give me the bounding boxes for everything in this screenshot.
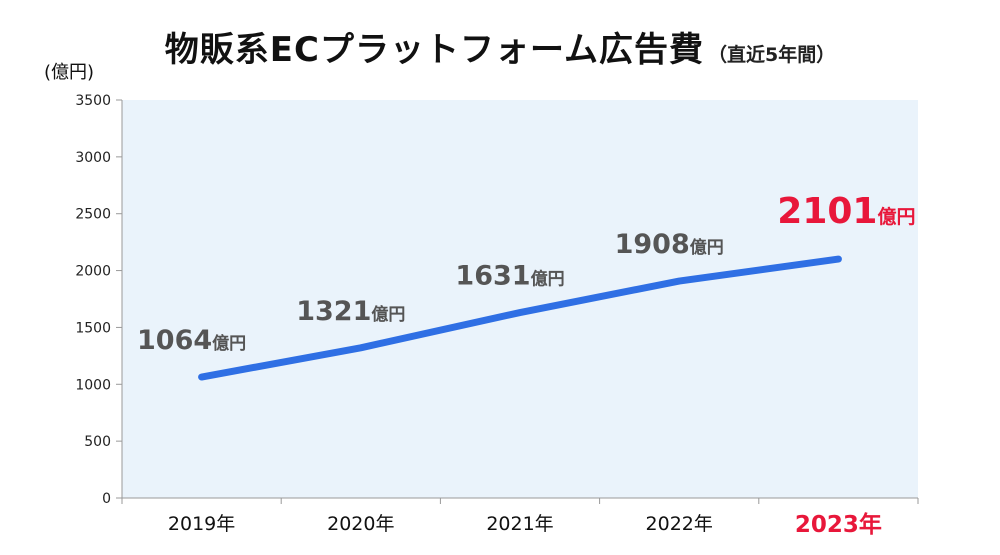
y-tick-label: 500 (84, 434, 111, 450)
data-label: 1908億円 (615, 229, 724, 260)
data-label: 1631億円 (455, 261, 564, 292)
data-label-unit: 億円 (531, 269, 565, 290)
chart-title-sub: （直近5年間） (707, 44, 836, 66)
data-label-unit: 億円 (212, 333, 246, 354)
data-label-unit: 億円 (690, 237, 724, 258)
data-label-value: 1321 (296, 296, 371, 327)
data-label: 1321億円 (296, 296, 405, 327)
y-axis-unit-label: (億円) (44, 62, 95, 83)
y-tick-label: 0 (102, 491, 111, 507)
data-label-unit: 億円 (371, 304, 405, 325)
y-tick-label: 2500 (75, 207, 111, 223)
x-tick-label: 2019年 (168, 513, 235, 535)
x-tick-label: 2022年 (646, 513, 713, 535)
y-tick-label: 1500 (75, 320, 111, 336)
data-label: 1064億円 (137, 325, 246, 356)
chart-title: 物販系ECプラットフォーム広告費 （直近5年間） (0, 22, 1000, 71)
y-tick-label: 3000 (75, 150, 111, 166)
data-label-value: 1631 (455, 261, 530, 292)
chart-title-main: 物販系ECプラットフォーム広告費 (164, 30, 704, 70)
x-tick-label: 2020年 (327, 513, 394, 535)
data-label-value: 2101 (777, 191, 877, 232)
x-tick-label: 2021年 (486, 513, 553, 535)
plot-area (122, 100, 918, 498)
y-tick-label: 3500 (75, 93, 111, 109)
y-tick-label: 2000 (75, 264, 111, 280)
data-label: 2101億円 (777, 191, 915, 232)
data-label-unit: 億円 (877, 205, 915, 228)
data-label-value: 1908 (615, 229, 690, 260)
x-tick-label: 2023年 (795, 511, 882, 538)
y-tick-label: 1000 (75, 377, 111, 393)
data-label-value: 1064 (137, 325, 212, 356)
